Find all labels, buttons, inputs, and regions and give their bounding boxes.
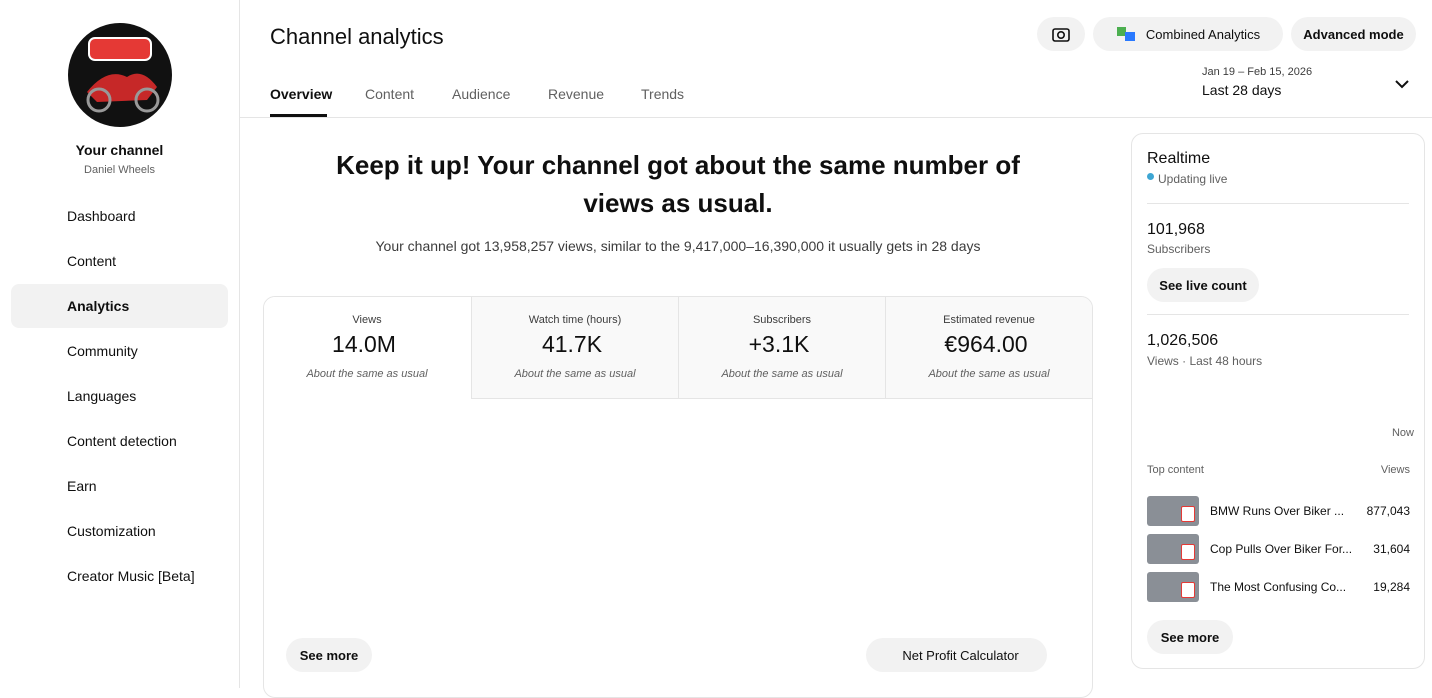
content-title[interactable]: Cop Pulls Over Biker For... [1210,542,1353,556]
nav-item[interactable]: Analytics [67,298,130,314]
now-label: Now [1391,427,1414,439]
period[interactable]: Last 28 days [1202,82,1282,98]
nav-item[interactable]: Earn [67,478,97,494]
nav-active-bg [11,284,228,328]
summary-text: Your channel got 13,958,257 views, simil… [375,238,981,254]
tab[interactable]: Overview [270,86,333,102]
metric-value-text: +3.1K [748,331,810,357]
content-views: 19,284 [1373,580,1410,594]
chart-card: Views 14.0M About the same as usual Watch t… [263,296,1093,698]
see-more-button[interactable]: See more [1147,620,1233,654]
top-content-label: Top content [1147,464,1204,476]
dropdown-arrow[interactable] [1393,77,1411,91]
metric-label: Watch time (hours) [528,314,622,326]
metric-note: About the same as usual [514,368,636,380]
metric-value: +3.1K [679,331,885,360]
button-label: Advanced mode [1303,26,1404,42]
nav-item[interactable]: Content [67,253,117,269]
headline: Keep it up! Your channel got about the s… [336,150,1020,218]
shorts-badge [1181,582,1195,598]
content-title[interactable]: BMW Runs Over Biker ... [1210,504,1345,518]
subscriber-label: Subscribers [1147,242,1211,256]
shorts-badge [1181,544,1195,560]
metric-tab[interactable]: Watch time (hours) 41.7K About the same as… [471,297,678,398]
metric-tab[interactable]: Views 14.0M About the same as usual [264,297,470,398]
divider [1147,314,1409,315]
metric-note: About the same as usual [928,368,1050,380]
button-label: Net Profit Calculator [902,647,1019,663]
thumbnail[interactable] [1147,572,1199,602]
views-count: 1,026,506 [1147,332,1219,349]
see-more-button[interactable]: See more [286,638,372,672]
nav-item[interactable]: Dashboard [67,208,136,224]
subscriber-count: 101,968 [1147,221,1205,238]
thumbnail[interactable] [1147,496,1199,526]
tab-underline [270,114,327,117]
content-views: 877,043 [1366,504,1410,518]
metric-note: About the same as usual [306,368,428,380]
views-column-label: Views [1380,464,1410,476]
metric-value: 14.0M [264,331,470,360]
tab[interactable]: Content [365,86,415,102]
button-label: See more [299,647,359,663]
realtime-card: Realtime Updating live 101,968 Subscribe… [1131,133,1425,669]
metric-note: About the same as usual [721,368,843,380]
channel-label: Your channel [75,142,164,158]
thumbnail[interactable] [1147,534,1199,564]
page-title: Channel analytics [270,24,444,49]
button-label: See live count [1159,277,1247,293]
channel-name: Daniel Wheels [84,164,155,176]
net-profit-button[interactable]: Net Profit Calculator [866,638,1047,672]
channel-avatar[interactable] [67,22,173,128]
header-divider [240,117,1432,118]
tab[interactable]: Trends [641,86,685,102]
advanced-mode-button[interactable]: Advanced mode [1291,17,1416,51]
shorts-badge [1181,506,1195,522]
extension-icon [1116,27,1135,41]
metric-value: 41.7K [472,331,678,360]
tab[interactable]: Audience [452,86,511,102]
button-label: See more [1160,629,1220,645]
metric-value-text: €964.00 [944,331,1028,357]
nav-item[interactable]: Creator Music [Beta] [67,568,195,584]
metric-label: Estimated revenue [943,314,1035,326]
live-dot [1147,173,1154,180]
metric-value-text: 41.7K [541,331,603,357]
nav-item[interactable]: Languages [67,388,137,404]
camera-icon [1052,28,1070,42]
combined-analytics-button[interactable]: Combined Analytics [1093,17,1283,51]
views-label: Views · Last 48 hours [1147,354,1263,368]
nav-item[interactable]: Community [67,343,138,359]
live-count-button[interactable]: See live count [1147,268,1259,302]
metric-value-text: 14.0M [332,331,396,357]
metric-label: Subscribers [752,314,812,326]
metric-label: Views [352,314,382,326]
content-title[interactable]: The Most Confusing Co... [1210,580,1347,594]
nav-item[interactable]: Customization [67,523,156,539]
content-views: 31,604 [1373,542,1410,556]
date-range: Jan 19 – Feb 15, 2026 [1202,66,1313,78]
button-label: Combined Analytics [1145,26,1261,42]
snapshot-button[interactable] [1037,17,1085,51]
live-status: Updating live [1158,172,1228,186]
metric-tab[interactable]: Subscribers +3.1K About the same as usual [678,297,885,398]
metric-value: €964.00 [886,331,1092,360]
tab[interactable]: Revenue [548,86,605,102]
metrics-divider [471,398,1092,399]
nav-item[interactable]: Content detection [67,433,177,449]
divider [1147,203,1409,204]
sidebar: Your channel Daniel Wheels Dashboard Cont… [0,0,240,688]
metric-tab[interactable]: Estimated revenue €964.00 About the same a… [885,297,1092,398]
realtime-title: Realtime [1147,150,1211,167]
